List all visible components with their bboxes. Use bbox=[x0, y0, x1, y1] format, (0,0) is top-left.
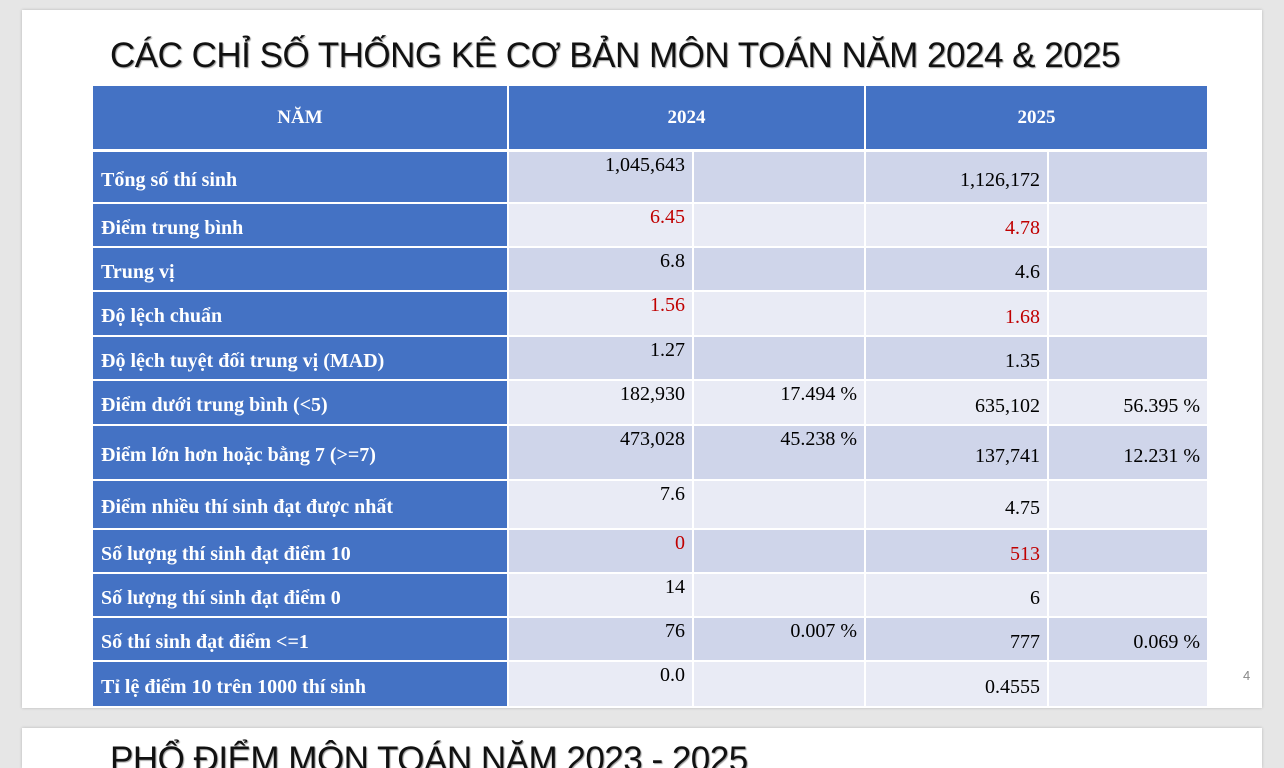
data-cell: 1,045,643 bbox=[509, 152, 692, 202]
header-cell: NĂM bbox=[93, 86, 507, 149]
header-cell: 2025 bbox=[866, 86, 1207, 149]
row-label: Trung vị bbox=[93, 248, 507, 290]
empty-cell bbox=[694, 337, 864, 379]
data-cell: 17.494 % bbox=[694, 381, 864, 424]
data-cell: 1,126,172 bbox=[866, 152, 1047, 202]
data-cell: 56.395 % bbox=[1049, 381, 1207, 424]
row-label: Độ lệch chuẩn bbox=[93, 292, 507, 335]
empty-cell bbox=[1049, 574, 1207, 616]
data-cell: 14 bbox=[509, 574, 692, 616]
empty-cell bbox=[694, 530, 864, 572]
data-cell: 1.35 bbox=[866, 337, 1047, 379]
data-cell: 0.007 % bbox=[694, 618, 864, 660]
empty-cell bbox=[694, 204, 864, 246]
header-cell: 2024 bbox=[509, 86, 864, 149]
row-label: Điểm dưới trung bình (<5) bbox=[93, 381, 507, 424]
data-cell: 635,102 bbox=[866, 381, 1047, 424]
row-label: Số thí sinh đạt điểm <=1 bbox=[93, 618, 507, 660]
data-cell: 473,028 bbox=[509, 426, 692, 479]
data-cell: 0.4555 bbox=[866, 662, 1047, 706]
data-cell: 1.27 bbox=[509, 337, 692, 379]
data-cell: 0.0 bbox=[509, 662, 692, 706]
data-cell: 513 bbox=[866, 530, 1047, 572]
data-cell: 76 bbox=[509, 618, 692, 660]
empty-cell bbox=[1049, 204, 1207, 246]
row-label: Số lượng thí sinh đạt điểm 10 bbox=[93, 530, 507, 572]
data-cell: 45.238 % bbox=[694, 426, 864, 479]
empty-cell bbox=[694, 248, 864, 290]
next-slide-title: PHỔ ĐIỂM MÔN TOÁN NĂM 2023 - 2025 bbox=[110, 740, 748, 768]
data-cell: 6.45 bbox=[509, 204, 692, 246]
data-cell: 6 bbox=[866, 574, 1047, 616]
row-label: Độ lệch tuyệt đối trung vị (MAD) bbox=[93, 337, 507, 379]
empty-cell bbox=[694, 481, 864, 528]
data-cell: 182,930 bbox=[509, 381, 692, 424]
empty-cell bbox=[1049, 152, 1207, 202]
row-label: Điểm nhiều thí sinh đạt được nhất bbox=[93, 481, 507, 528]
data-cell: 12.231 % bbox=[1049, 426, 1207, 479]
data-cell: 0.069 % bbox=[1049, 618, 1207, 660]
empty-cell bbox=[694, 662, 864, 706]
data-cell: 0 bbox=[509, 530, 692, 572]
data-cell: 1.56 bbox=[509, 292, 692, 335]
row-label: Điểm lớn hơn hoặc bằng 7 (>=7) bbox=[93, 426, 507, 479]
empty-cell bbox=[694, 574, 864, 616]
empty-cell bbox=[1049, 292, 1207, 335]
empty-cell bbox=[1049, 481, 1207, 528]
slide: CÁC CHỈ SỐ THỐNG KÊ CƠ BẢN MÔN TOÁN NĂM … bbox=[22, 10, 1262, 708]
slide-title: CÁC CHỈ SỐ THỐNG KÊ CƠ BẢN MÔN TOÁN NĂM … bbox=[110, 36, 1121, 75]
data-cell: 4.6 bbox=[866, 248, 1047, 290]
row-label: Điểm trung bình bbox=[93, 204, 507, 246]
data-cell: 6.8 bbox=[509, 248, 692, 290]
empty-cell bbox=[1049, 248, 1207, 290]
row-label: Tổng số thí sinh bbox=[93, 152, 507, 202]
page-number: 4 bbox=[1243, 668, 1251, 683]
empty-cell bbox=[1049, 530, 1207, 572]
data-cell: 777 bbox=[866, 618, 1047, 660]
row-label: Số lượng thí sinh đạt điểm 0 bbox=[93, 574, 507, 616]
data-cell: 137,741 bbox=[866, 426, 1047, 479]
data-cell: 4.75 bbox=[866, 481, 1047, 528]
data-cell: 1.68 bbox=[866, 292, 1047, 335]
empty-cell bbox=[1049, 337, 1207, 379]
empty-cell bbox=[1049, 662, 1207, 706]
next-slide: PHỔ ĐIỂM MÔN TOÁN NĂM 2023 - 2025 bbox=[22, 728, 1262, 768]
data-cell: 7.6 bbox=[509, 481, 692, 528]
empty-cell bbox=[694, 152, 864, 202]
row-label: Tỉ lệ điểm 10 trên 1000 thí sinh bbox=[93, 662, 507, 706]
empty-cell bbox=[694, 292, 864, 335]
data-cell: 4.78 bbox=[866, 204, 1047, 246]
